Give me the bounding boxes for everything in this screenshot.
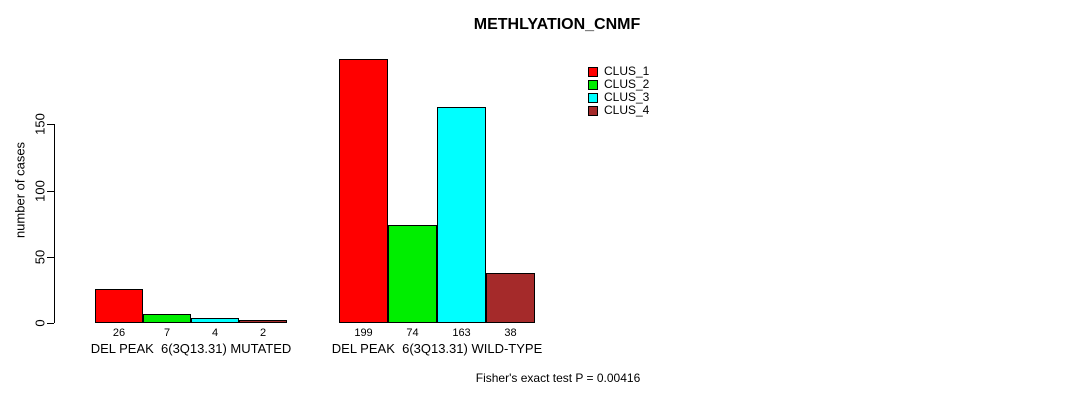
y-axis-tick [47,191,54,192]
legend-entry-clus_3: CLUS_3 [588,91,649,104]
bar-value-label: 199 [354,327,373,339]
legend-label: CLUS_3 [604,90,650,104]
bar-clus_1-group2 [339,59,388,323]
legend-label: CLUS_2 [604,77,650,91]
bar-value-label: 26 [112,327,126,339]
legend-entry-clus_4: CLUS_4 [588,104,649,117]
bar-clus_2-group2 [388,225,437,323]
bar-clus_4-group1 [239,320,287,323]
y-axis-tick [47,323,54,324]
bar-value-label: 2 [259,327,267,339]
bar-clus_3-group1 [191,318,239,323]
bar-clus_4-group2 [486,273,535,323]
bar-value-label: 7 [163,327,171,339]
bar-value-label: 163 [452,327,471,339]
bar-clus_3-group2 [437,107,486,323]
y-axis-tick-label: 100 [32,180,48,202]
chart-title: METHLYATION_CNMF [473,16,641,33]
y-axis-tick [47,257,54,258]
legend-entry-clus_1: CLUS_1 [588,65,649,78]
bar-value-label: 38 [504,327,517,339]
bar-value-label: 4 [211,327,219,339]
fisher-test-annotation: Fisher's exact test P = 0.00416 [475,371,641,385]
y-axis-tick-label: 0 [32,319,48,327]
y-axis-tick-label: 50 [32,249,48,265]
y-axis-tick-label: 150 [32,113,48,135]
category-label: DEL PEAK 6(3Q13.31) WILD-TYPE [331,341,543,356]
legend-label: CLUS_1 [604,64,650,78]
y-axis-label: number of cases [12,141,28,239]
legend-swatch [588,92,598,103]
category-label: DEL PEAK 6(3Q13.31) MUTATED [90,341,292,356]
y-axis-line [54,124,55,323]
legend-swatch [588,105,598,116]
legend-label: CLUS_4 [604,103,650,117]
legend-swatch [588,79,598,90]
legend: CLUS_1 CLUS_2 CLUS_3 CLUS_4 [588,65,649,117]
bar-value-label: 74 [406,327,419,339]
legend-swatch [588,66,598,77]
legend-entry-clus_2: CLUS_2 [588,78,649,91]
bar-clus_2-group1 [143,314,191,323]
y-axis-tick [47,124,54,125]
bar-clus_1-group1 [95,289,143,323]
